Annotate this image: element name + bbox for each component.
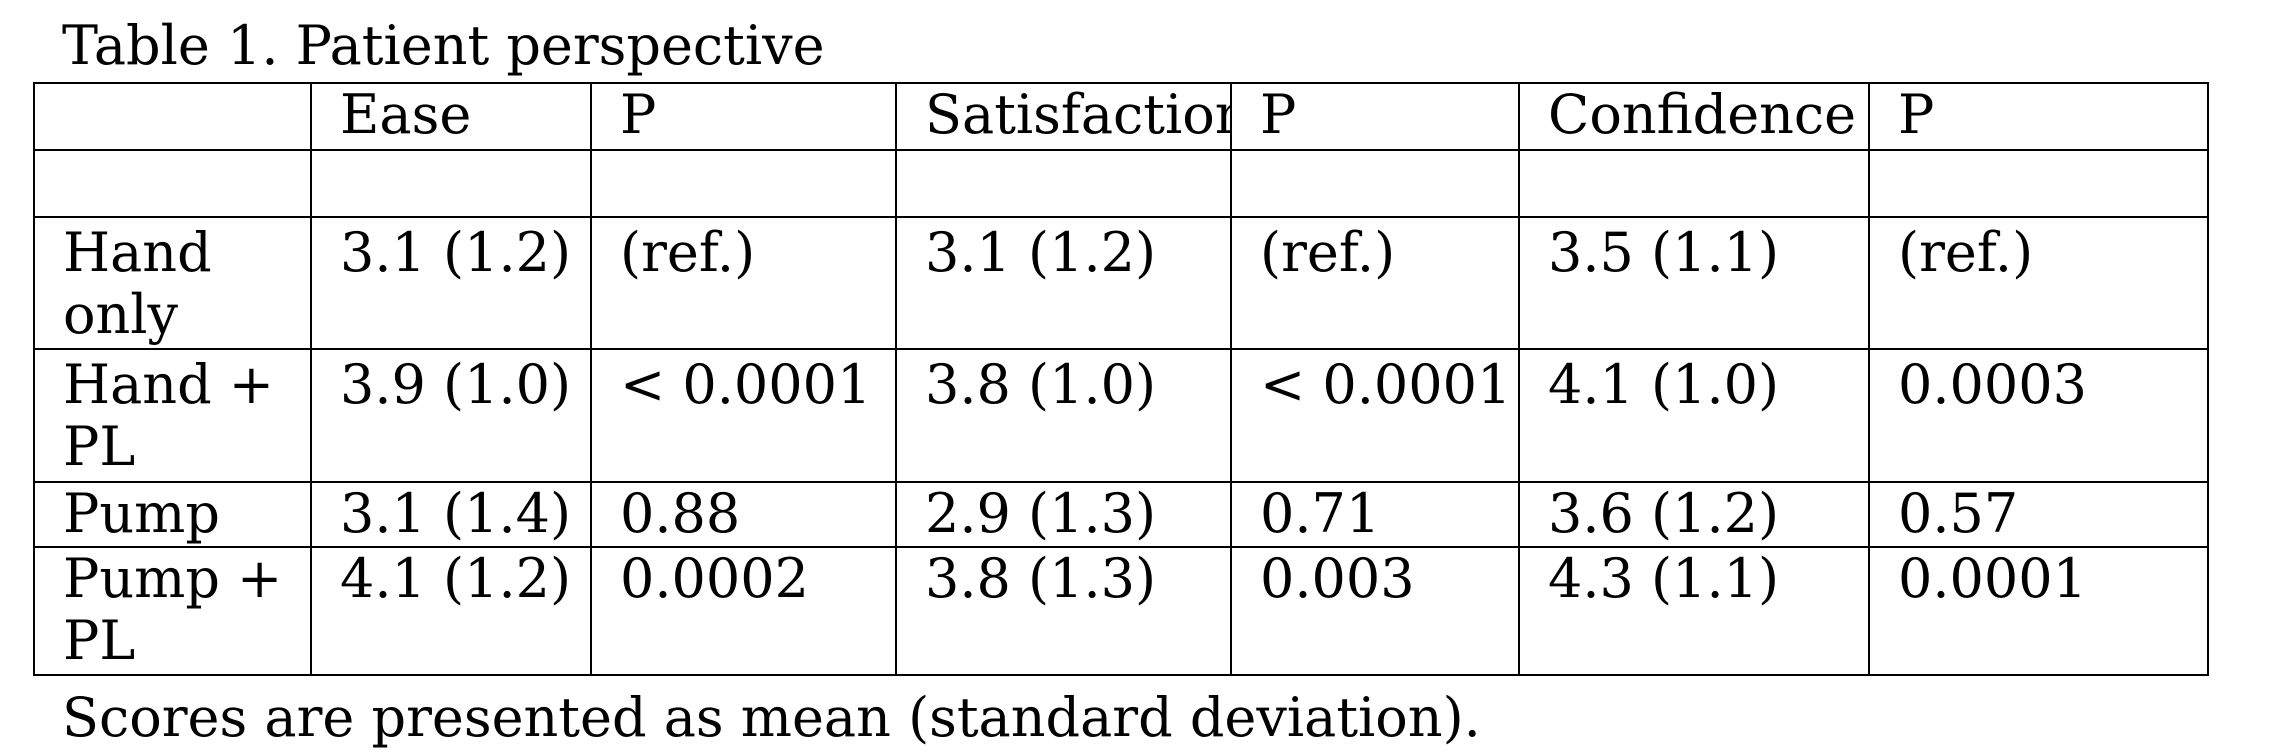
table-row: Hand only 3.1 (1.2) (ref.) 3.1 (1.2) (re… — [33, 216, 2209, 351]
blank-cell — [33, 149, 312, 219]
table-cell: 3.1 (1.2) — [310, 216, 592, 351]
table-cell: 3.6 (1.2) — [1518, 480, 1870, 548]
table-caption: Table 1. Patient perspective — [62, 14, 825, 77]
table-cell: 3.1 (1.4) — [310, 480, 592, 548]
table-row: Hand + PL 3.9 (1.0) < 0.0001 3.8 (1.0) <… — [33, 348, 2209, 483]
header-cell-empty — [33, 81, 312, 152]
blank-cell — [590, 149, 897, 219]
row-label: Hand + PL — [33, 348, 312, 483]
header-cell-confidence: Confidence — [1518, 81, 1870, 152]
table-cell: (ref.) — [1230, 216, 1520, 351]
blank-cell — [895, 149, 1232, 219]
table-cell: 3.8 (1.3) — [895, 545, 1232, 677]
table-row: Pump + PL 4.1 (1.2) 0.0002 3.8 (1.3) 0.0… — [33, 545, 2209, 677]
table-cell: 3.9 (1.0) — [310, 348, 592, 483]
table-footnote: Scores are presented as mean (standard d… — [62, 686, 1481, 749]
row-label: Pump — [33, 480, 312, 548]
table-cell: 4.1 (1.0) — [1518, 348, 1870, 483]
blank-cell — [310, 149, 592, 219]
blank-cell — [1518, 149, 1870, 219]
table-cell: 2.9 (1.3) — [895, 480, 1232, 548]
header-cell-ease: Ease — [310, 81, 592, 152]
table-cell: 4.1 (1.2) — [310, 545, 592, 677]
blank-row — [33, 149, 2209, 219]
table-cell: 0.003 — [1230, 545, 1520, 677]
table-cell: < 0.0001 — [1230, 348, 1520, 483]
table-cell: (ref.) — [1868, 216, 2209, 351]
table-cell: < 0.0001 — [590, 348, 897, 483]
blank-cell — [1230, 149, 1520, 219]
header-row: Ease P Satisfaction P Confidence P — [33, 81, 2209, 152]
header-cell-satisfaction: Satisfaction — [895, 81, 1232, 152]
patient-perspective-table: Ease P Satisfaction P Confidence P Hand … — [33, 81, 2209, 677]
table-cell: 0.0002 — [590, 545, 897, 677]
table-cell: 0.57 — [1868, 480, 2209, 548]
table-cell: 0.0001 — [1868, 545, 2209, 677]
table-row: Pump 3.1 (1.4) 0.88 2.9 (1.3) 0.71 3.6 (… — [33, 480, 2209, 548]
header-cell-p-confidence: P — [1868, 81, 2209, 152]
table-cell: 3.8 (1.0) — [895, 348, 1232, 483]
header-cell-p-ease: P — [590, 81, 897, 152]
table-cell: 0.71 — [1230, 480, 1520, 548]
table-cell: 0.0003 — [1868, 348, 2209, 483]
table-cell: 3.1 (1.2) — [895, 216, 1232, 351]
row-label: Hand only — [33, 216, 312, 351]
table-cell: 0.88 — [590, 480, 897, 548]
blank-cell — [1868, 149, 2209, 219]
header-cell-p-satisfaction: P — [1230, 81, 1520, 152]
table-cell: 4.3 (1.1) — [1518, 545, 1870, 677]
row-label: Pump + PL — [33, 545, 312, 677]
table-cell: 3.5 (1.1) — [1518, 216, 1870, 351]
table-cell: (ref.) — [590, 216, 897, 351]
